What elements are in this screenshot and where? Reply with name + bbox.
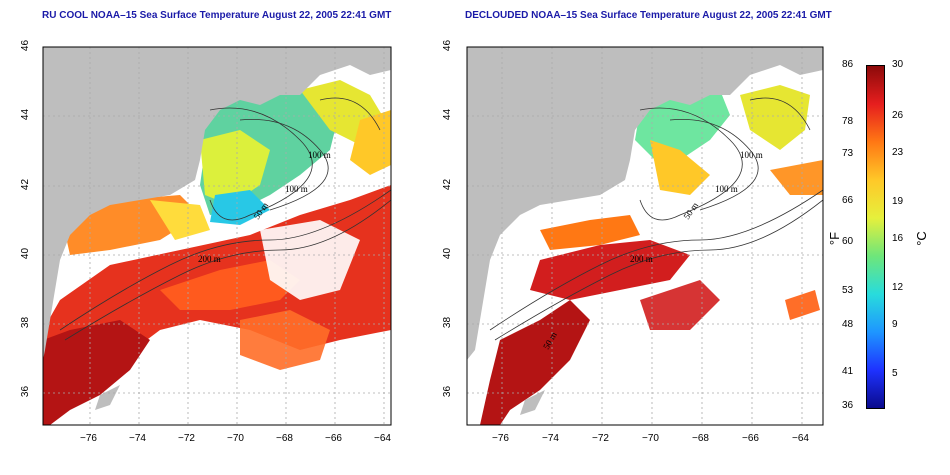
fahrenheit-tick: 60: [842, 236, 854, 247]
right-map-canvas: 100 m 100 m 50 m 200 m 50 m: [466, 46, 824, 426]
contour-label: 100 m: [740, 150, 763, 160]
y-tick: 40: [20, 247, 32, 260]
y-tick: 42: [442, 178, 454, 191]
celsius-tick: 9: [892, 319, 898, 330]
y-tick: 44: [442, 108, 454, 121]
y-tick: 42: [20, 178, 32, 191]
contour-label: 200 m: [630, 254, 653, 264]
left-map-title: RU COOL NOAA–15 Sea Surface Temperature …: [42, 10, 392, 21]
celsius-tick: 26: [892, 110, 904, 121]
y-tick: 44: [20, 108, 32, 121]
hot-water-region: [480, 300, 590, 425]
land-mass: [43, 47, 391, 360]
x-tick: −68: [692, 433, 709, 444]
isobath-200m: [59, 189, 391, 331]
celsius-tick: 12: [892, 282, 904, 293]
x-tick: −68: [276, 433, 293, 444]
x-tick: −76: [80, 433, 97, 444]
celsius-tick: 23: [892, 147, 904, 158]
celsius-tick: 30: [892, 59, 904, 70]
x-tick: −72: [592, 433, 609, 444]
y-tick: 40: [442, 247, 454, 260]
temperature-colorbar: 86 78 73 66 60 53 48 41 36 30 26 23 19 1…: [827, 55, 940, 415]
fahrenheit-tick: 41: [842, 366, 854, 377]
left-map-canvas: 100 m 100 m 50 m 200 m: [42, 46, 392, 426]
hot-water-region: [43, 320, 150, 425]
celsius-tick: 5: [892, 368, 898, 379]
fahrenheit-tick: 86: [842, 59, 854, 70]
x-tick: −72: [178, 433, 195, 444]
fahrenheit-tick: 78: [842, 116, 854, 127]
contour-label: 100 m: [715, 184, 738, 194]
y-tick: 36: [442, 385, 454, 398]
y-tick: 46: [442, 39, 454, 52]
contour-label: 100 m: [308, 150, 331, 160]
right-sst-map: 100 m 100 m 50 m 200 m 50 m −76 −74 −72 …: [420, 0, 840, 475]
y-tick: 38: [20, 316, 32, 329]
y-tick: 46: [20, 39, 32, 52]
fahrenheit-tick: 36: [842, 400, 854, 411]
fahrenheit-tick: 73: [842, 148, 854, 159]
fahrenheit-tick: 48: [842, 319, 854, 330]
cool-water-region: [635, 90, 730, 160]
contour-label: 200 m: [198, 254, 221, 264]
celsius-tick: 19: [892, 196, 904, 207]
fahrenheit-tick: 66: [842, 195, 854, 206]
y-tick: 38: [442, 316, 454, 329]
x-tick: −70: [642, 433, 659, 444]
x-tick: −64: [374, 433, 391, 444]
fahrenheit-tick: 53: [842, 285, 854, 296]
fahrenheit-unit: °F: [827, 231, 843, 246]
contour-label: 100 m: [285, 184, 308, 194]
celsius-unit: °C: [913, 231, 929, 246]
x-tick: −66: [742, 433, 759, 444]
colorbar-gradient: [866, 65, 885, 409]
x-tick: −74: [129, 433, 146, 444]
x-tick: −64: [792, 433, 809, 444]
right-map-title: DECLOUDED NOAA–15 Sea Surface Temperatur…: [465, 10, 832, 21]
isobath-200m: [489, 189, 823, 331]
left-sst-map: 100 m 100 m 50 m 200 m −76 −74 −72 −70 −…: [0, 0, 430, 475]
celsius-tick: 16: [892, 233, 904, 244]
land-mass: [467, 47, 823, 360]
x-tick: −70: [227, 433, 244, 444]
x-tick: −74: [542, 433, 559, 444]
x-tick: −76: [492, 433, 509, 444]
y-tick: 36: [20, 385, 32, 398]
x-tick: −66: [325, 433, 342, 444]
